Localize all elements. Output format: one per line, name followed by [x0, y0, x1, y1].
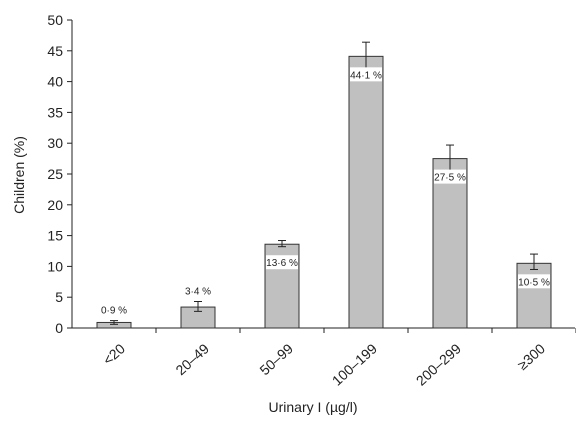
data-label: 10·5 % [518, 277, 550, 288]
x-tick-label: 50–99 [256, 340, 296, 378]
data-label: 44·1 % [350, 70, 382, 81]
data-label: 3·4 % [185, 287, 211, 298]
y-tick-label: 20 [47, 197, 63, 213]
y-tick-label: 35 [47, 104, 63, 120]
x-tick-label: 20–49 [172, 340, 212, 378]
bar [348, 55, 384, 329]
y-tick-label: 15 [47, 228, 63, 244]
data-label-bg [518, 274, 550, 289]
bar [432, 158, 468, 329]
x-tick-label: 200–299 [413, 340, 464, 389]
y-tick-label: 45 [47, 43, 63, 59]
bar [516, 262, 552, 329]
data-labels: 0·9 % 3·4 % 13·6 % 44·1 % 27·5 % 10·5 % [101, 67, 550, 317]
error-bars [110, 41, 538, 325]
y-tick-label: 5 [55, 289, 63, 305]
data-label-bg [350, 67, 382, 82]
x-axis-title: Urinary I (µg/l) [269, 399, 358, 415]
data-label: 13·6 % [266, 258, 298, 269]
x-tick-label: <20 [100, 340, 129, 368]
y-axis: 0 5 10 15 20 25 30 35 40 45 50 [47, 12, 73, 336]
x-tick-label: 100–199 [329, 340, 380, 389]
x-axis: <20 20–49 50–99 100–199 200–299 ≥300 [72, 327, 576, 389]
data-label-bg [266, 255, 298, 270]
y-tick-label: 50 [47, 12, 63, 28]
x-tick-label: ≥300 [514, 340, 548, 373]
data-label-bg [434, 169, 466, 184]
y-tick-label: 40 [47, 74, 63, 90]
y-tick-label: 30 [47, 135, 63, 151]
bars [96, 55, 552, 329]
y-tick-label: 10 [47, 258, 63, 274]
data-label: 0·9 % [101, 306, 127, 317]
y-axis-title: Children (%) [11, 136, 27, 214]
y-tick-label: 25 [47, 166, 63, 182]
y-tick-label: 0 [55, 320, 63, 336]
data-label: 27·5 % [434, 173, 466, 184]
